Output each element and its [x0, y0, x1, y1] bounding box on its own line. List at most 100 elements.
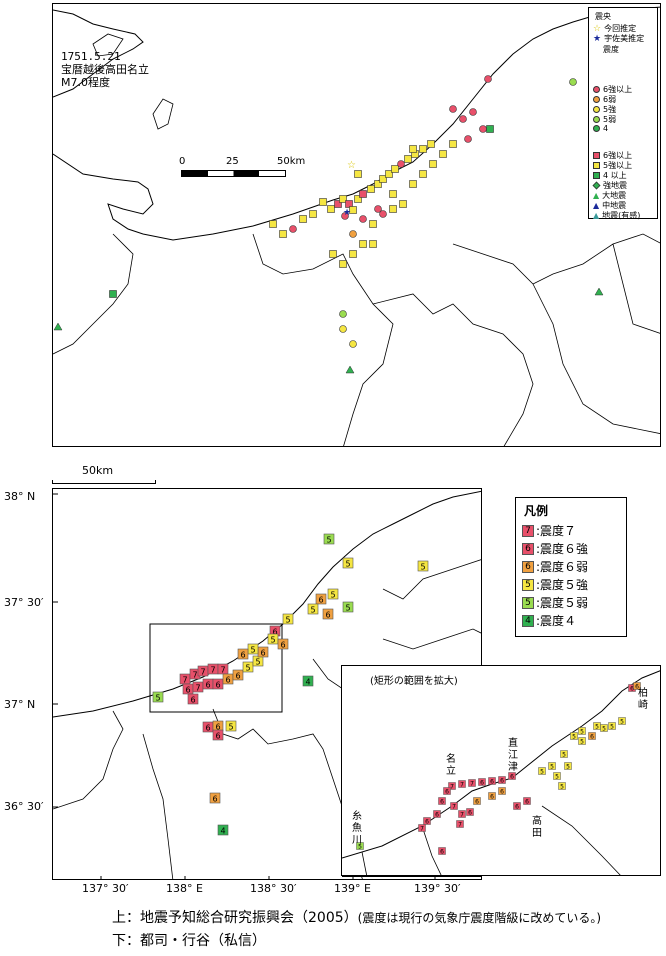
- intensity-number: 7: [192, 671, 197, 680]
- place-takada: 高田: [532, 816, 542, 839]
- intensity-circle: [359, 215, 367, 223]
- intensity-box: [417, 560, 429, 572]
- star-icon: ☆: [593, 23, 602, 34]
- intensity-box: [237, 648, 249, 660]
- intensity-square: [389, 190, 397, 198]
- square-icon: [593, 172, 600, 179]
- triangle-icon: ▲: [593, 211, 600, 220]
- intensity-box: [618, 717, 626, 725]
- top-coastline: [53, 6, 660, 241]
- intensity-6minus-box: 6: [522, 560, 534, 573]
- intensity-number: 5: [566, 764, 570, 771]
- lat-label-3630: 36° 30′: [4, 800, 44, 813]
- intensity-square: [389, 205, 397, 213]
- intensity-box: [578, 737, 586, 745]
- intensity-box: [277, 638, 289, 650]
- legend-item: 6 :震度６強: [522, 540, 588, 557]
- intensity-square: [339, 195, 347, 203]
- intensity-circle: [349, 340, 357, 348]
- place-nadachi: 名立: [446, 754, 456, 777]
- legend-circle-row: 6強以上: [593, 84, 632, 95]
- intensity-square: [359, 190, 367, 198]
- legend-label: 中地震: [602, 201, 627, 210]
- triangle-marker: [594, 287, 604, 296]
- intensity-box: [232, 669, 244, 681]
- intensity-number: 5: [285, 616, 290, 625]
- intensity-square: [399, 200, 407, 208]
- intensity-square: [279, 230, 287, 238]
- legend-label: 強地震: [603, 181, 627, 190]
- legend-label: :震度５強: [536, 578, 589, 592]
- legend-label: :震度７: [536, 524, 577, 538]
- legend-label: 大地震: [602, 191, 627, 200]
- circle-icon: [593, 125, 600, 132]
- square-icon: [593, 162, 600, 169]
- scale-tick-25: 25: [226, 156, 239, 167]
- intensity-number: 6: [425, 819, 429, 826]
- lon-label-138: 138° E: [166, 882, 203, 895]
- intensity-box: [458, 810, 466, 818]
- legend-square-row: 6強以上: [593, 150, 632, 161]
- intensity-box: [307, 603, 319, 615]
- intensity-number: 6: [215, 732, 220, 741]
- intensity-box: [560, 750, 568, 758]
- intensity-number: 7: [220, 666, 225, 675]
- intensity-number: 7: [452, 804, 456, 811]
- intensity-number: 6: [272, 628, 277, 637]
- legend-item: 7 :震度７: [522, 522, 576, 539]
- intensity-number: 4: [220, 827, 225, 836]
- intensity-number: 6: [475, 799, 479, 806]
- intensity-number: 5: [420, 563, 425, 572]
- intensity-box: [468, 779, 476, 787]
- circle-icon: [593, 86, 600, 93]
- intensity-box: [508, 772, 516, 780]
- caption-line-1: 上：地震予知総合研究振興会（2005）(震度は現行の気象庁震度階級に改めている。…: [112, 907, 601, 927]
- intensity-number: 5: [540, 769, 544, 776]
- legend-item: 5 :震度５強: [522, 576, 588, 593]
- triangle-icon: ▲: [593, 191, 600, 200]
- intensity-square: [427, 140, 435, 148]
- legend-label: 5弱: [603, 115, 617, 124]
- intensity-box: [513, 802, 521, 810]
- circle-icon: [593, 116, 600, 123]
- intensity-box: [570, 732, 578, 740]
- intensity-number: 6: [490, 779, 494, 786]
- intensity-circle: [449, 105, 457, 113]
- circle-icon: [593, 106, 600, 113]
- legend-epicenter-title: 震央: [595, 12, 611, 21]
- intensity-box: [356, 842, 364, 850]
- top-legend: 震央 ☆ 今回推定 ★ 宇佐美推定 震度 6強以上 6弱 5強 5弱 4 6強以…: [588, 7, 658, 220]
- intensity-square: [327, 205, 335, 213]
- intensity-square: [339, 260, 347, 268]
- intensity-number: 5: [580, 739, 584, 746]
- intensity-square: [359, 240, 367, 248]
- intensity-square: [419, 145, 427, 153]
- intensity-number: 6: [510, 774, 514, 781]
- intensity-square: [391, 165, 399, 173]
- intensity-number: 6: [225, 676, 230, 685]
- intensity-box: [217, 824, 229, 836]
- intensity-circle: [374, 205, 382, 213]
- top-intensity-markers: ☆★: [53, 75, 604, 374]
- intensity-number: 6: [318, 596, 323, 605]
- intensity-number: 6: [500, 778, 504, 785]
- legend-label: :震度４: [536, 614, 577, 628]
- intensity-number: 5: [155, 694, 160, 703]
- intensity-number: 5: [550, 764, 554, 771]
- legend-square-row: ▲ 大地震: [593, 190, 626, 201]
- intensity-square: [409, 145, 417, 153]
- intensity-number: 7: [460, 812, 464, 819]
- intensity-square: [354, 170, 362, 178]
- legend-circle-row: 6弱: [593, 94, 616, 105]
- intensity-number: 5: [270, 636, 275, 645]
- intensity-box: [242, 661, 254, 673]
- intensity-number: 6: [260, 649, 265, 658]
- intensity-number: 7: [458, 822, 462, 829]
- legend-intensity-title: 震度: [603, 45, 619, 54]
- legend-title: 凡例: [524, 504, 549, 518]
- place-itoigawa: 糸魚川: [352, 811, 362, 846]
- intensity-square: [309, 210, 317, 218]
